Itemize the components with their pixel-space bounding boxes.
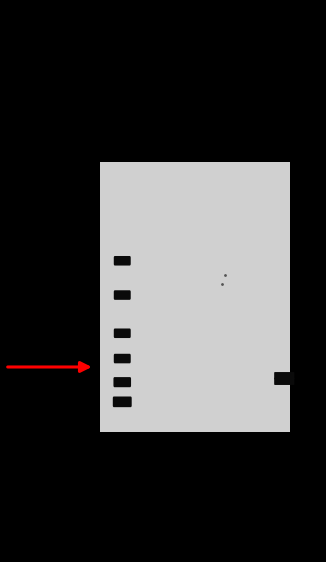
- FancyBboxPatch shape: [114, 256, 131, 265]
- FancyBboxPatch shape: [114, 328, 131, 338]
- FancyBboxPatch shape: [113, 397, 132, 407]
- Bar: [100, 162, 290, 432]
- FancyBboxPatch shape: [113, 377, 131, 387]
- FancyBboxPatch shape: [114, 354, 131, 364]
- FancyBboxPatch shape: [274, 378, 294, 385]
- FancyBboxPatch shape: [114, 291, 131, 300]
- FancyBboxPatch shape: [274, 372, 294, 379]
